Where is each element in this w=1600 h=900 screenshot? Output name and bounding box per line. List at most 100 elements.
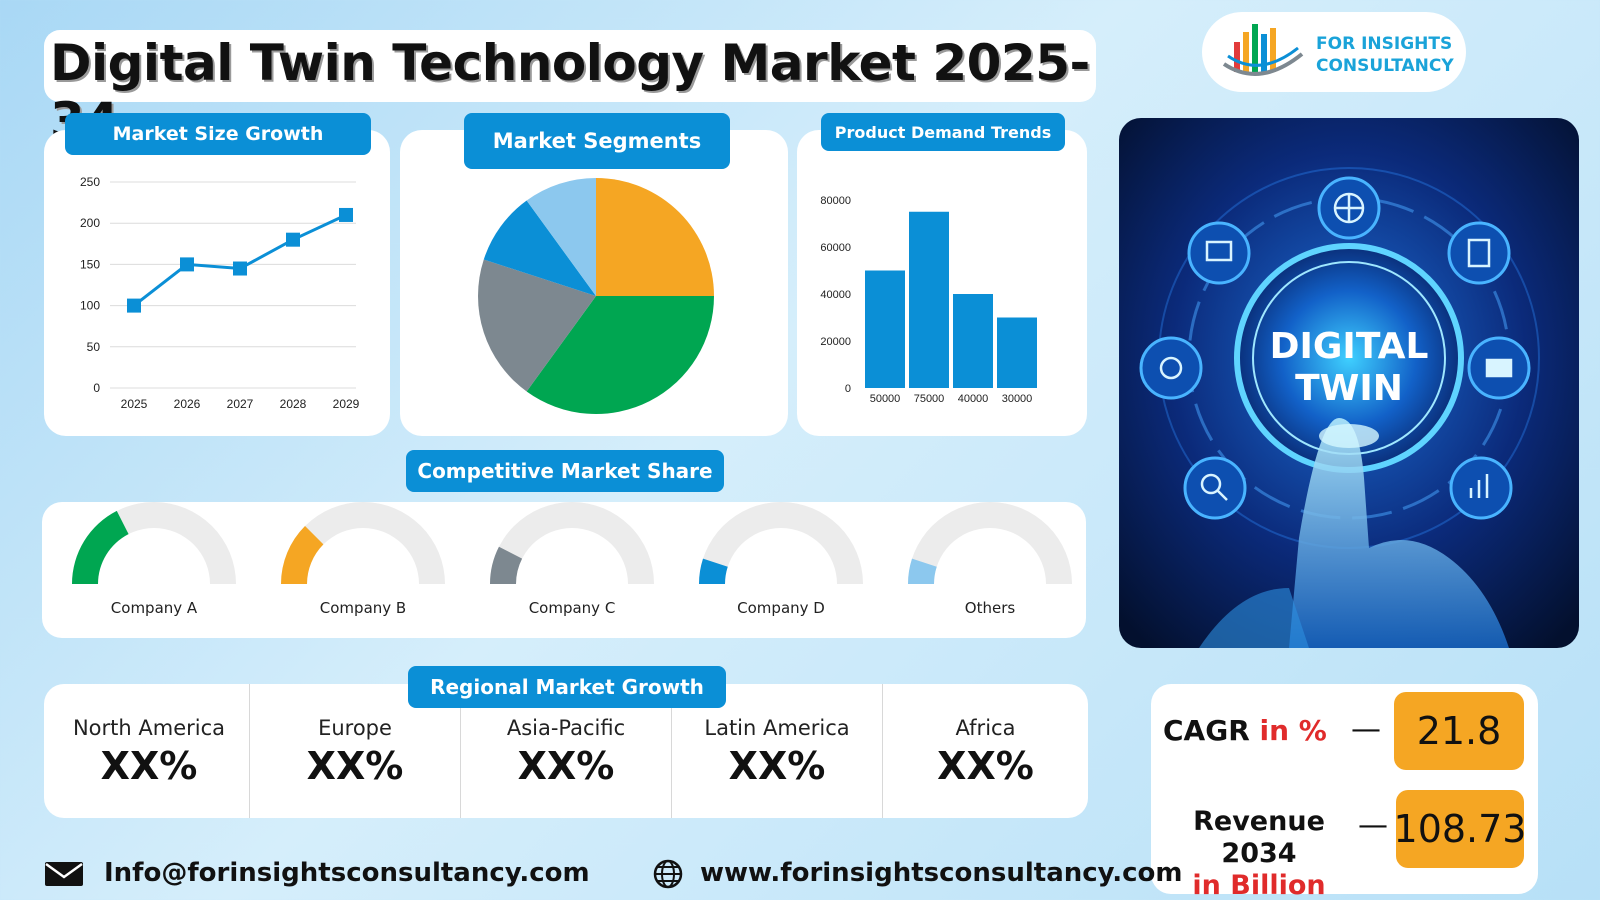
gauge-track xyxy=(908,502,1072,584)
data-point xyxy=(127,298,141,313)
gauge-fill xyxy=(490,546,523,584)
region-value: XX% xyxy=(100,744,198,788)
bar-chart: 0 20000 40000 60000 80000 50000 75000 40000 3000… xyxy=(820,195,1037,405)
gauge-label: Company A xyxy=(110,599,198,617)
pie-slice xyxy=(483,200,596,296)
revenue-unit: in Billion xyxy=(1192,870,1326,900)
email-icon xyxy=(45,862,83,886)
market-size-card: 0 50 100 150 200 250 2025 2026 2027 2028 2029 xyxy=(44,130,390,436)
hero-text-line1: DIGITAL xyxy=(1270,326,1429,367)
region-divider xyxy=(460,684,461,818)
gauge-fill xyxy=(72,510,129,584)
region-name: Latin America xyxy=(704,716,850,740)
footer-email[interactable]: Info@forinsightsconsultancy.com xyxy=(104,858,590,888)
x-tick-label: 30000 xyxy=(1002,393,1033,405)
x-tick-label: 50000 xyxy=(870,393,901,405)
region-value: XX% xyxy=(517,744,615,788)
hero-text-line2: TWIN xyxy=(1295,368,1403,409)
digital-twin-hero-image: DIGITAL TWIN xyxy=(1119,118,1579,648)
region-name: Africa xyxy=(955,716,1016,740)
x-tick-label: 2026 xyxy=(174,397,201,411)
x-tick-label: 2028 xyxy=(280,397,307,411)
x-tick-label: 2029 xyxy=(333,397,360,411)
gauge-label: Company B xyxy=(319,599,407,617)
region-asia-pacific: Asia-Pacific XX% xyxy=(461,684,671,818)
segments-header: Market Segments xyxy=(464,113,730,169)
title-box: Digital Twin Technology Market 2025-34 xyxy=(44,30,1096,150)
x-tick-label: 2025 xyxy=(121,397,148,411)
gauge-label: Company C xyxy=(528,599,616,617)
digital-twin-illustration: DIGITAL TWIN xyxy=(1119,118,1579,648)
cagr-label: CAGR in % xyxy=(1163,714,1327,747)
cagr-unit: in % xyxy=(1259,714,1327,747)
footer-website[interactable]: www.forinsightsconsultancy.com xyxy=(700,858,1183,888)
region-africa: Africa XX% xyxy=(883,684,1088,818)
competitive-card: Company A Company B Company C Company D Othe… xyxy=(42,502,1086,638)
pie-slice xyxy=(596,178,714,296)
regional-header: Regional Market Growth xyxy=(408,666,726,708)
logo-text-line1: FOR INSIGHTS xyxy=(1316,34,1453,54)
gauge-track xyxy=(281,502,445,584)
segments-card xyxy=(400,130,788,436)
series-line xyxy=(133,213,347,307)
gauge-label: Others xyxy=(964,599,1016,617)
region-name: Europe xyxy=(318,716,392,740)
bar xyxy=(953,294,993,388)
region-divider xyxy=(671,684,672,818)
globe-icon xyxy=(653,859,683,889)
gauge-fill xyxy=(908,558,937,584)
gauge-label: Company D xyxy=(737,599,825,617)
cagr-dash: — xyxy=(1351,712,1381,747)
revenue-label: Revenue 2034 in Billion xyxy=(1161,806,1357,900)
pie-slice xyxy=(526,178,596,296)
pie-chart xyxy=(478,178,714,414)
y-tick-label: 50 xyxy=(87,340,101,354)
revenue-dash: — xyxy=(1358,808,1388,843)
demand-card: 0 20000 40000 60000 80000 50000 75000 40000 3000… xyxy=(797,130,1087,436)
competitive-header: Competitive Market Share xyxy=(406,450,724,492)
region-north-america: North America XX% xyxy=(44,684,254,818)
gauge-fill xyxy=(699,558,728,584)
data-point xyxy=(233,261,247,276)
y-tick-label: 80000 xyxy=(820,195,851,207)
x-tick-label: 2027 xyxy=(227,397,254,411)
y-tick-label: 60000 xyxy=(820,242,851,254)
y-tick-label: 100 xyxy=(80,299,100,313)
gauge-chart xyxy=(72,502,1072,584)
pie-slice xyxy=(478,259,596,392)
region-value: XX% xyxy=(306,744,404,788)
region-value: XX% xyxy=(937,744,1034,788)
gauge-track xyxy=(490,502,654,584)
region-divider xyxy=(249,684,250,818)
revenue-label-text: Revenue 2034 xyxy=(1193,806,1325,869)
gauge-track xyxy=(699,502,863,584)
pie-slice xyxy=(526,296,714,414)
region-name: Asia-Pacific xyxy=(506,716,626,740)
logo-bars-icon xyxy=(1222,24,1304,76)
regional-card: North America XX% Europe XX% Asia-Pacifi… xyxy=(44,684,1088,818)
revenue-value: 108.73 xyxy=(1394,790,1526,868)
x-tick-label: 75000 xyxy=(914,393,945,405)
data-point xyxy=(286,232,300,247)
y-tick-label: 250 xyxy=(80,175,100,189)
y-tick-label: 150 xyxy=(80,257,100,271)
data-point xyxy=(339,207,353,222)
logo: FOR INSIGHTS CONSULTANCY xyxy=(1202,12,1466,92)
line-chart: 0 50 100 150 200 250 2025 2026 2027 2028 2029 xyxy=(80,175,360,411)
region-latin-america: Latin America XX% xyxy=(672,684,882,818)
y-tick-label: 200 xyxy=(80,216,100,230)
logo-text-line2: CONSULTANCY xyxy=(1316,56,1454,76)
cagr-value: 21.8 xyxy=(1394,692,1524,770)
market-size-header: Market Size Growth xyxy=(65,113,371,155)
y-tick-label: 40000 xyxy=(820,289,851,301)
demand-header: Product Demand Trends xyxy=(821,113,1065,151)
bar xyxy=(997,317,1037,388)
bar xyxy=(909,211,949,388)
bar xyxy=(865,270,905,388)
region-value: XX% xyxy=(728,744,826,788)
y-tick-label: 0 xyxy=(93,381,100,395)
y-tick-label: 20000 xyxy=(820,336,851,348)
region-name: North America xyxy=(72,716,226,740)
region-europe: Europe XX% xyxy=(250,684,460,818)
x-tick-label: 40000 xyxy=(958,393,989,405)
